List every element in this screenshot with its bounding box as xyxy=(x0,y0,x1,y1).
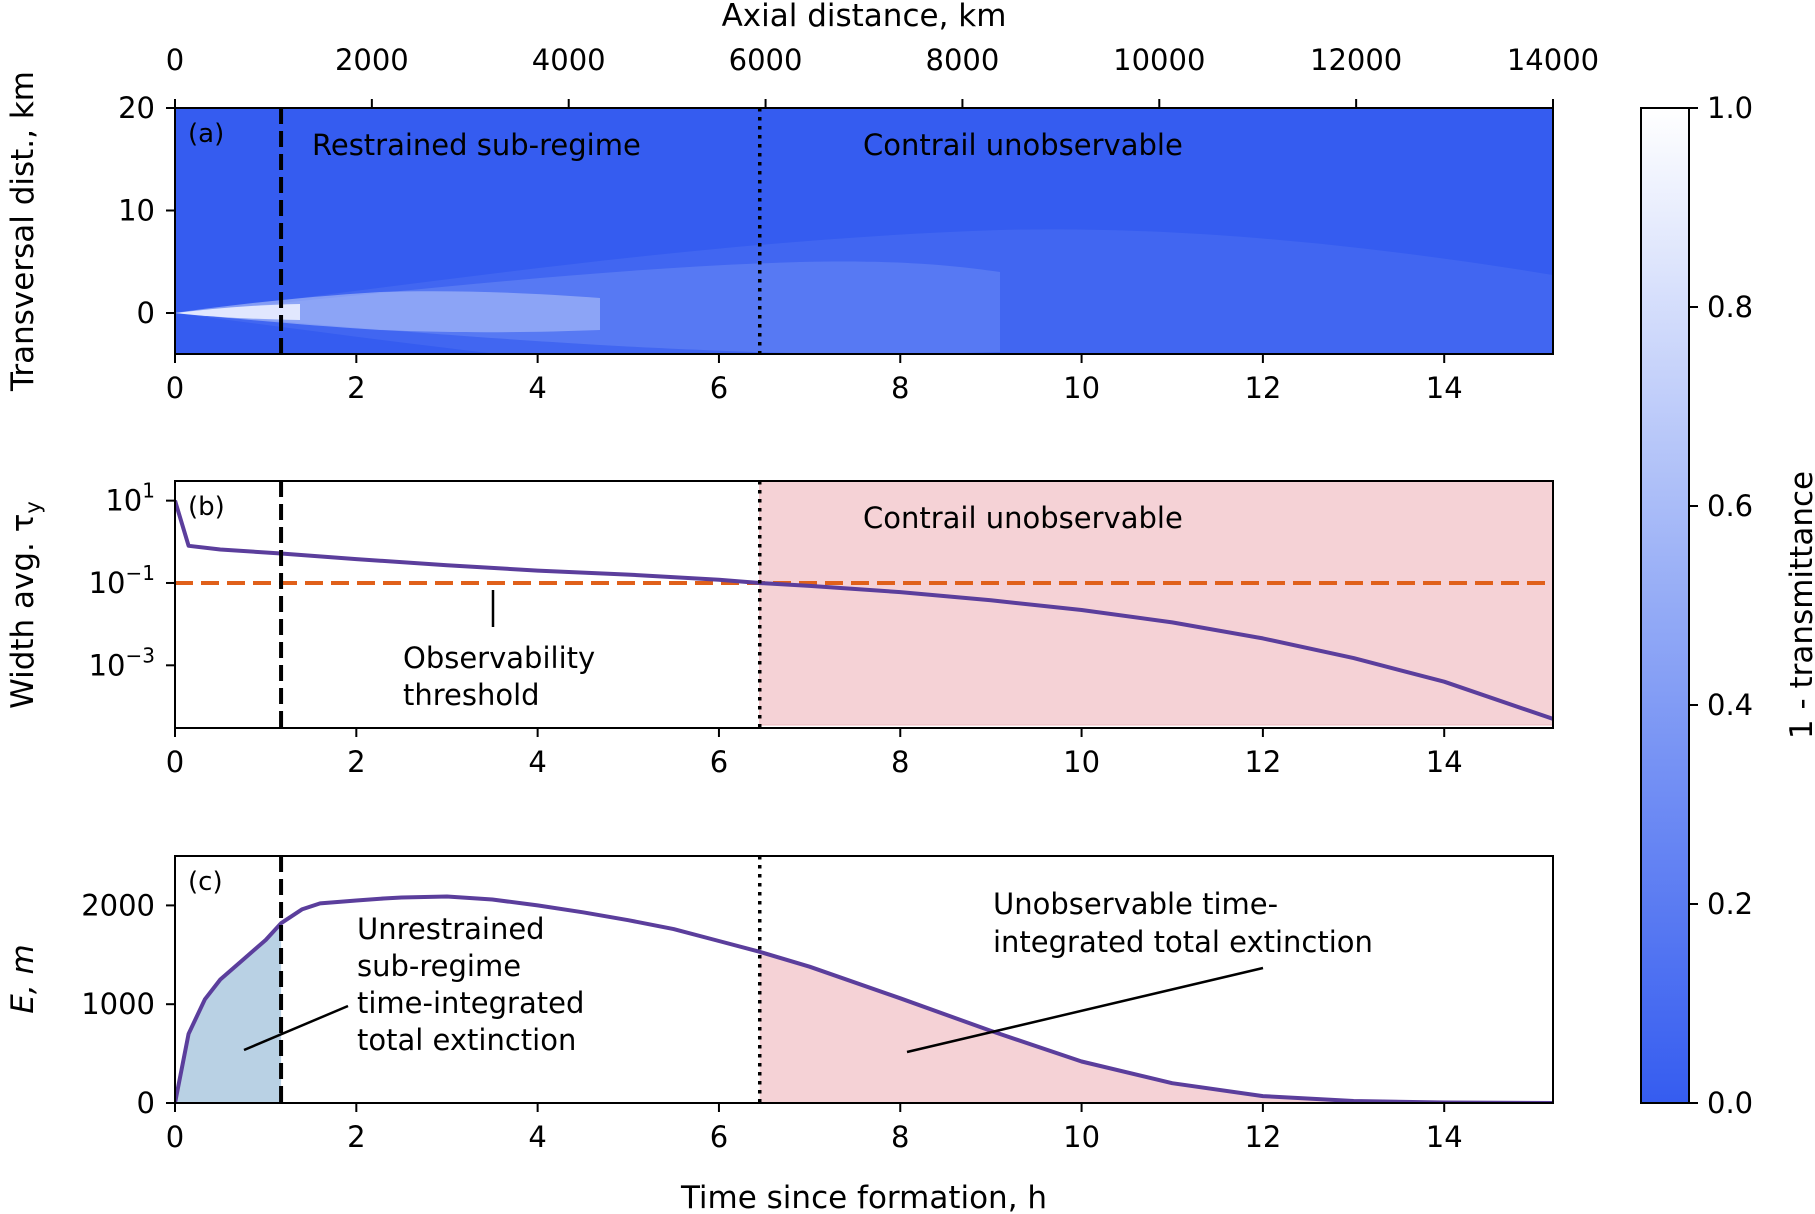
colorbar-tick-label: 0.0 xyxy=(1707,1086,1753,1120)
x-tick-label: 14 xyxy=(1426,371,1463,405)
tau-series-line xyxy=(175,500,1553,721)
x-tick-label: 0 xyxy=(166,1120,184,1154)
y-tick-label-exponent: −1 xyxy=(126,561,155,585)
contrail-unobservable-label-a: Contrail unobservable xyxy=(863,128,1183,162)
panel-a: 0 2 4 6 8 10 12 14 0 10 20 0 2000 4000 6000 8000 10000 12… xyxy=(5,0,1599,405)
panel-b-frame xyxy=(174,480,1554,729)
colorbar: 0.0 0.2 0.4 0.6 0.8 1.0 1 - transmittance xyxy=(1640,91,1815,1120)
top-x-tick-label: 12000 xyxy=(1310,43,1402,77)
x-tick-label: 6 xyxy=(710,1120,728,1154)
colorbar-tick-label: 0.2 xyxy=(1707,887,1753,921)
restrained-sub-regime-label: Restrained sub-regime xyxy=(312,128,641,162)
top-x-tick-label: 8000 xyxy=(926,43,1000,77)
panel-c-axes: 0 2 4 6 8 10 12 14 0 1000 2000 xyxy=(81,888,1462,1154)
panel-b-label: (b) xyxy=(188,492,225,522)
x-tick-label: 6 xyxy=(710,371,728,405)
panel-c-frame xyxy=(174,855,1554,1104)
panel-c: 0 2 4 6 8 10 12 14 0 1000 2000 (c) Unrestrained su… xyxy=(5,855,1554,1214)
x-tick-label: 0 xyxy=(166,745,184,779)
y-tick-label: 101 xyxy=(105,479,155,518)
unrestrained-label-line4: total extinction xyxy=(357,1023,576,1057)
unrestrained-label-line2: sub-regime xyxy=(357,949,521,983)
panel-b-y-axis-label-main: Width avg. τ xyxy=(5,514,41,709)
x-tick-label: 12 xyxy=(1244,745,1281,779)
y-tick-label-base: 10 xyxy=(105,484,142,518)
x-tick-label: 0 xyxy=(166,371,184,405)
x-tick-label: 2 xyxy=(347,1120,365,1154)
colorbar-tick-label: 0.6 xyxy=(1707,489,1753,523)
top-x-tick-label: 4000 xyxy=(532,43,606,77)
x-tick-label: 2 xyxy=(347,745,365,779)
threshold-label-line1: Observability xyxy=(403,641,595,675)
top-x-axis-label: Axial distance, km xyxy=(722,0,1007,34)
unrestrained-extinction-area xyxy=(175,923,282,1103)
x-tick-label: 8 xyxy=(891,745,909,779)
colorbar-ticks: 0.0 0.2 0.4 0.6 0.8 1.0 xyxy=(1689,91,1753,1120)
colorbar-label: 1 - transmittance xyxy=(1784,471,1815,739)
heatmap-plume xyxy=(175,229,1553,354)
panel-a-label: (a) xyxy=(188,119,224,149)
extinction-series-line xyxy=(175,894,1553,1103)
unobservable-extinction-pointer-line xyxy=(906,966,1264,1054)
unrestrained-label-line1: Unrestrained xyxy=(357,912,545,946)
x-tick-label: 14 xyxy=(1426,1120,1463,1154)
x-tick-label: 12 xyxy=(1244,371,1281,405)
panel-c-y-axis-label: E, m xyxy=(5,944,41,1014)
y-tick-label-base: 10 xyxy=(89,648,126,682)
y-tick-label-exponent: 1 xyxy=(142,479,155,503)
x-tick-label: 14 xyxy=(1426,745,1463,779)
panel-b-y-axis-label: Width avg. τy xyxy=(5,501,45,709)
x-tick-label: 4 xyxy=(528,745,546,779)
x-tick-label: 2 xyxy=(347,371,365,405)
top-x-tick-label: 6000 xyxy=(729,43,803,77)
x-tick-label: 12 xyxy=(1244,1120,1281,1154)
top-x-tick-label: 10000 xyxy=(1113,43,1205,77)
y-tick-label: 10−3 xyxy=(89,643,155,682)
panel-b-y-axis-label-sub: y xyxy=(21,501,45,513)
y-tick-label: 20 xyxy=(118,91,155,125)
top-x-tick-label: 14000 xyxy=(1507,43,1599,77)
x-tick-label: 8 xyxy=(891,371,909,405)
x-tick-label: 4 xyxy=(528,1120,546,1154)
y-tick-label-base: 10 xyxy=(89,566,126,600)
x-tick-label: 6 xyxy=(710,745,728,779)
contrail-unobservable-label-b: Contrail unobservable xyxy=(863,501,1183,535)
unobservable-extinction-area xyxy=(759,951,1553,1103)
panel-a-y-axis-label: Transversal dist., km xyxy=(5,71,41,392)
unobservable-extinction-label-line2: integrated total extinction xyxy=(993,925,1373,959)
y-tick-label-exponent: −3 xyxy=(126,643,155,667)
colorbar-gradient xyxy=(1640,107,1690,1104)
plume-center xyxy=(175,304,300,320)
panel-a-axes: 0 2 4 6 8 10 12 14 0 10 20 0 2000 4000 6000 8000 10000 12… xyxy=(118,43,1599,405)
x-tick-label: 10 xyxy=(1063,745,1100,779)
colorbar-tick-label: 0.8 xyxy=(1707,290,1753,324)
top-x-tick-label: 0 xyxy=(166,43,184,77)
x-tick-label: 10 xyxy=(1063,371,1100,405)
x-axis-label: Time since formation, h xyxy=(680,1180,1047,1214)
y-tick-label: 10 xyxy=(118,194,155,228)
y-tick-label: 2000 xyxy=(81,888,155,922)
panel-a-frame xyxy=(174,107,1554,355)
y-tick-label: 0 xyxy=(137,1086,155,1120)
y-tick-label: 1000 xyxy=(81,987,155,1021)
unobservable-extinction-label-line1: Unobservable time- xyxy=(993,887,1278,921)
unrestrained-label-line3: time-integrated xyxy=(357,986,584,1020)
x-tick-label: 8 xyxy=(891,1120,909,1154)
x-tick-label: 4 xyxy=(528,371,546,405)
x-tick-label: 10 xyxy=(1063,1120,1100,1154)
threshold-label-line2: threshold xyxy=(403,678,540,712)
colorbar-tick-label: 0.4 xyxy=(1707,688,1753,722)
colorbar-tick-label: 1.0 xyxy=(1707,91,1753,125)
panel-c-label: (c) xyxy=(188,867,223,897)
unobservable-region-b xyxy=(759,480,1554,726)
y-tick-label: 10−1 xyxy=(89,561,155,600)
top-x-tick-label: 2000 xyxy=(335,43,409,77)
y-tick-label: 0 xyxy=(137,296,155,330)
unrestrained-pointer-line xyxy=(243,1004,349,1052)
